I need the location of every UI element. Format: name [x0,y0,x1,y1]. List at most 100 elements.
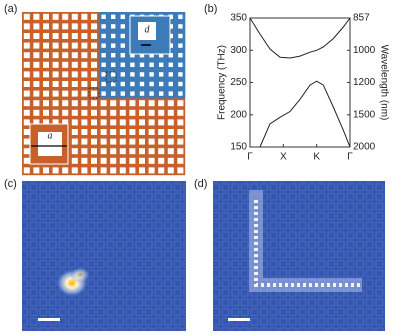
lattice-hole [91,13,97,20]
lattice-hole [111,81,116,87]
lattice-hole [148,157,155,164]
lattice-hole [81,119,88,126]
lattice-hole [43,81,49,87]
lattice-hole [139,138,145,145]
lattice-hole [23,138,30,145]
lattice-hole [129,167,136,174]
lattice-hole [167,148,174,155]
dashed-box [105,71,117,83]
lattice-hole [91,61,97,68]
lattice-hole [139,100,145,107]
lattice-hole [23,33,30,39]
panel-label: (b) [204,3,217,15]
lattice-hole [43,71,49,78]
lattice-hole [81,109,88,116]
lattice-hole [33,81,40,87]
lattice-hole [62,33,69,39]
lattice-hole [101,53,106,58]
lattice-hole [100,157,107,164]
lattice-hole [177,148,184,155]
lattice-hole [120,14,125,19]
lattice-hole [120,43,125,48]
lattice-hole [71,167,78,174]
lattice-hole [168,62,173,67]
lattice-hole [52,100,59,107]
lattice-hole [62,52,69,59]
lattice-hole [177,119,184,126]
lattice-hole [71,71,78,78]
lattice-hole [91,129,97,135]
field-grid [213,181,385,331]
y2-tick-label: 1000 [353,45,376,56]
y-axis-title: Frequency (THz) [217,45,228,120]
lattice-hole [91,167,97,174]
lattice-hole [33,52,40,59]
lattice-hole [168,14,173,19]
lattice-hole [23,13,30,20]
x-tick-label: K [313,152,320,163]
lattice-hole [33,23,40,30]
lattice-hole [119,119,126,126]
lattice-hole [120,62,125,67]
lattice-hole [91,52,97,59]
lattice-hole [148,138,155,145]
lattice-hole [33,42,40,49]
lattice-hole [129,138,136,145]
lattice-hole [43,119,49,126]
lattice-hole [111,72,116,77]
lattice-hole [52,167,59,174]
lattice-hole [62,13,69,20]
lattice-hole [100,100,107,107]
lattice-hole [149,91,154,96]
lattice-hole [130,62,135,67]
inset-label: a [48,130,53,141]
y2-tick-label: 2000 [353,142,376,153]
lattice-hole [23,71,30,78]
panel-label: (a) [4,3,17,15]
lattice-hole [52,33,59,39]
lattice-hole [178,53,183,58]
lattice-hole [139,72,145,77]
lattice-hole [23,81,30,87]
lattice-hole [81,13,88,20]
lattice-hole [43,100,49,107]
lattice-hole [91,138,97,145]
field-guided-mode [254,200,362,287]
x-tick-label: X [280,152,287,163]
lattice-hole [101,24,106,29]
lattice-hole [178,33,183,39]
lattice-hole [91,119,97,126]
lattice-hole [43,33,49,39]
lattice-hole [52,23,59,30]
lattice-hole [91,157,97,164]
lattice-hole [100,129,107,135]
lattice-hole [110,167,117,174]
lattice-hole [81,81,88,87]
lattice-hole [120,53,125,58]
lattice-hole [129,148,136,155]
lattice-hole [167,129,174,135]
lattice-hole [130,91,135,96]
lattice-hole [148,100,155,107]
lattice-hole [110,129,117,135]
lattice-hole [101,72,106,77]
lattice-hole [139,109,145,116]
lattice-hole [100,138,107,145]
lattice-hole [91,148,97,155]
lattice-hole [158,119,165,126]
lattice-hole [23,129,30,135]
lattice-hole [168,24,173,29]
lattice-hole [81,167,88,174]
lattice-hole [139,129,145,135]
lattice-hole [110,100,117,107]
lattice-hole [148,109,155,116]
lattice-hole [139,62,145,67]
panel-label: (d) [194,178,207,190]
lattice-hole [71,13,78,20]
lattice-hole [81,71,88,78]
lattice-hole [177,157,184,164]
lattice-hole [159,53,164,58]
lattice-hole [139,119,145,126]
lattice-hole [33,61,40,68]
